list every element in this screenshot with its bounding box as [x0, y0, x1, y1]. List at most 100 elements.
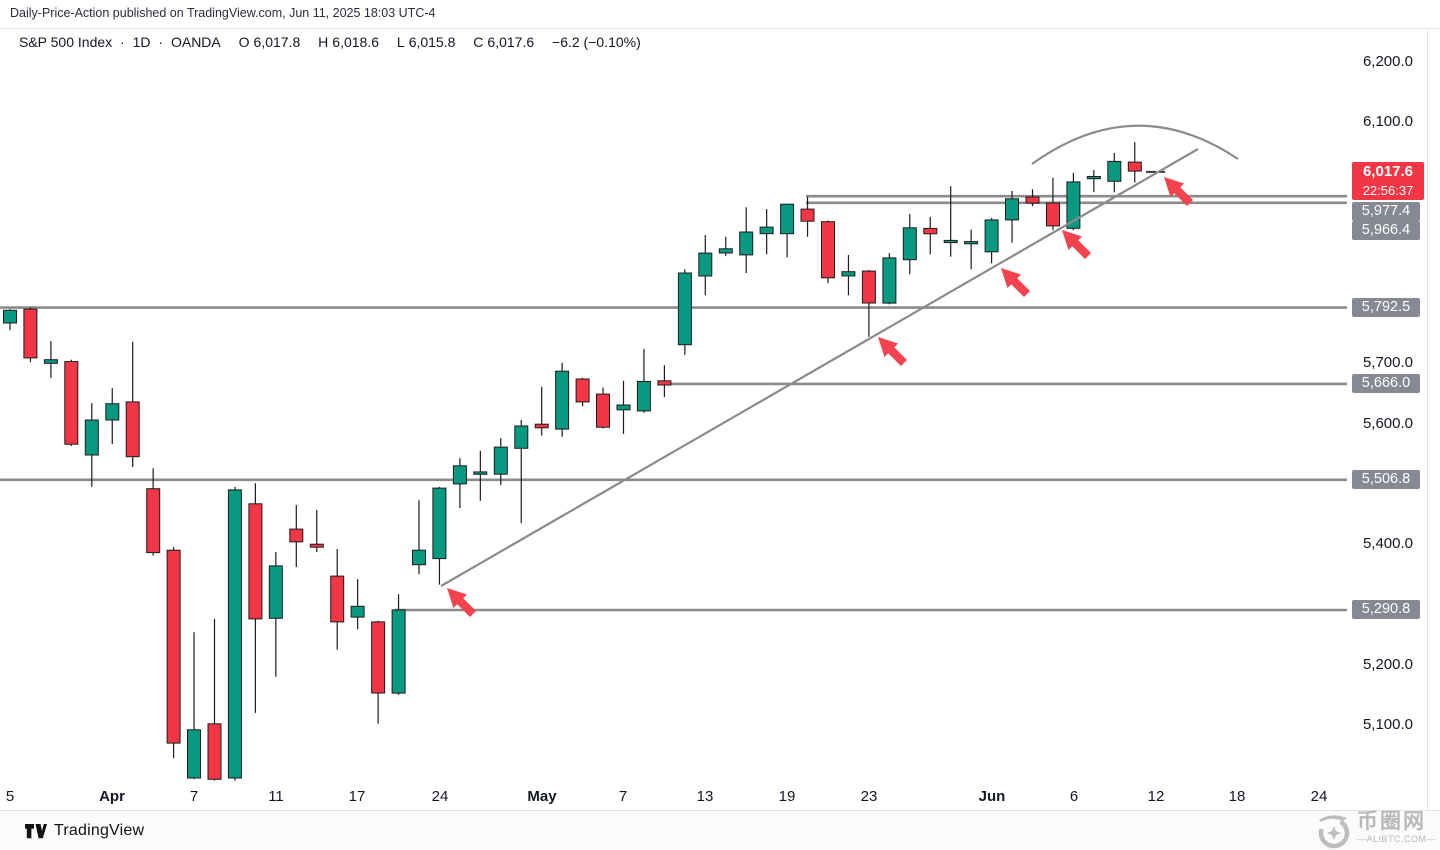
time-axis-label: 6 [1069, 788, 1079, 805]
candle[interactable] [1107, 153, 1122, 193]
candle[interactable] [371, 620, 386, 724]
candle-body-up [780, 203, 795, 235]
candle[interactable] [841, 254, 856, 296]
time-axis-month-label: Jun [978, 788, 1006, 805]
candle[interactable] [23, 307, 38, 363]
price-axis-label: 6,200.0 [1362, 53, 1413, 70]
candle[interactable] [861, 269, 876, 337]
price-change: −6.2 (−0.10%) [552, 34, 641, 50]
candle[interactable] [636, 348, 651, 413]
time-axis-label: 7 [189, 788, 199, 805]
candle-body-up [943, 239, 958, 244]
arrow-shaft [1005, 272, 1031, 298]
candle[interactable] [248, 483, 263, 713]
candle-body-down [596, 393, 610, 428]
candle[interactable] [902, 213, 917, 275]
candle-body-up [1066, 181, 1081, 229]
candle-body-up [555, 370, 570, 430]
red-arrow-annotation[interactable] [447, 588, 477, 618]
candle[interactable] [555, 362, 570, 437]
candle[interactable] [657, 365, 672, 398]
time-axis-label: 13 [696, 788, 714, 805]
candle[interactable] [575, 377, 590, 407]
candle-body-down [330, 575, 345, 623]
candle-body-up [514, 425, 529, 449]
candle[interactable] [43, 341, 58, 378]
candle[interactable] [493, 438, 508, 486]
candle[interactable] [187, 632, 201, 780]
candle[interactable] [718, 236, 733, 257]
candle[interactable] [452, 458, 467, 508]
tradingview-logo[interactable]: TradingView [25, 822, 144, 840]
candle[interactable] [391, 594, 406, 695]
candle[interactable] [268, 552, 283, 677]
candle-body-down [1127, 161, 1142, 172]
price-axis-label: 5,200.0 [1362, 655, 1413, 673]
red-arrow-annotation[interactable] [1164, 177, 1194, 207]
candle[interactable] [125, 341, 140, 467]
candle[interactable] [1066, 172, 1081, 231]
candle-body-up [1107, 160, 1122, 182]
candle[interactable] [84, 403, 99, 487]
candle[interactable] [984, 218, 999, 264]
candle[interactable] [514, 420, 529, 524]
candle-body-down [125, 401, 140, 458]
candle[interactable] [207, 618, 222, 781]
candle[interactable] [1046, 177, 1060, 231]
trendline-drawing[interactable] [440, 148, 1199, 587]
candle[interactable] [473, 450, 488, 501]
current-price: 6,017.6 [1362, 162, 1414, 180]
candle[interactable] [146, 468, 161, 556]
candle[interactable] [3, 309, 17, 331]
candle[interactable] [1127, 142, 1142, 183]
candle-body-up [432, 487, 447, 560]
candle[interactable] [677, 269, 692, 355]
candle[interactable] [309, 509, 324, 552]
candle[interactable] [350, 579, 365, 630]
candle[interactable] [432, 486, 447, 585]
candle[interactable] [227, 486, 242, 781]
candle[interactable] [800, 197, 815, 237]
candle[interactable] [534, 386, 549, 436]
candle[interactable] [780, 203, 795, 258]
candle[interactable] [964, 229, 979, 270]
symbol-title: S&P 500 Index [19, 34, 113, 50]
candle-body-up [759, 226, 774, 235]
candle[interactable] [412, 500, 426, 575]
candle[interactable] [923, 216, 938, 255]
candle[interactable] [289, 505, 304, 568]
arrow-shaft [451, 592, 477, 618]
legend-separator: · [120, 34, 125, 50]
candle[interactable] [882, 253, 897, 305]
red-arrow-annotation[interactable] [1001, 268, 1031, 298]
candle[interactable] [1025, 189, 1040, 207]
level-price-badge: 5,506.8 [1352, 470, 1420, 490]
time-axis-month-label: May [527, 788, 557, 805]
candle[interactable] [759, 209, 774, 255]
symbol-name[interactable]: S&P 500 Index · 1D · OANDA [19, 34, 229, 50]
axis-divider [1427, 28, 1428, 810]
candle-body-down [371, 621, 386, 694]
red-arrow-annotation[interactable] [1062, 230, 1092, 260]
candle[interactable] [943, 186, 958, 257]
candle[interactable] [616, 380, 631, 434]
candle[interactable] [698, 235, 713, 296]
candle[interactable] [64, 359, 79, 446]
candle-body-up [3, 309, 17, 324]
candle[interactable] [105, 388, 120, 445]
candle-body-up [964, 241, 979, 245]
red-arrow-annotation[interactable] [878, 337, 908, 367]
ohlc-high: H 6,018.6 [318, 34, 379, 50]
arc-drawing[interactable] [1031, 124, 1239, 165]
candle[interactable] [1005, 191, 1019, 243]
candle-body-up [268, 565, 283, 619]
candle[interactable] [166, 547, 181, 759]
level-price-badge: 5,966.4 [1352, 221, 1420, 241]
candle[interactable] [1086, 169, 1101, 193]
candle[interactable] [330, 549, 345, 650]
candle[interactable] [821, 220, 835, 284]
level-price-badge: 5,666.0 [1352, 374, 1420, 394]
candle[interactable] [739, 207, 754, 273]
candle[interactable] [596, 387, 610, 429]
